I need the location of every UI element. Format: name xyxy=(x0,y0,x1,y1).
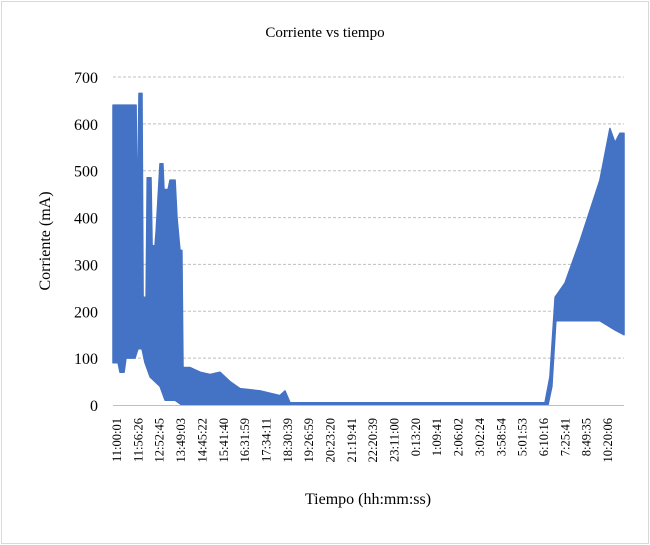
x-tick-label: 15:41:40 xyxy=(217,418,231,462)
y-tick-label: 0 xyxy=(90,398,98,415)
chart-title: Corriente vs tiempo xyxy=(265,25,384,41)
x-tick-label: 3:02:24 xyxy=(473,417,487,456)
x-tick-label: 13:49:03 xyxy=(174,418,188,462)
series-area xyxy=(112,92,625,406)
x-tick-label: 0:13:20 xyxy=(409,418,423,456)
x-tick-label: 23:11:00 xyxy=(388,418,402,462)
y-tick-label: 300 xyxy=(74,257,98,274)
x-tick-label: 11:00:01 xyxy=(110,418,124,462)
gridlines xyxy=(113,76,624,359)
x-tick-label: 22:20:39 xyxy=(366,418,380,462)
y-tick-label: 500 xyxy=(74,164,98,181)
y-tick-labels: 0 100 200 300 400 500 600 700 xyxy=(74,70,98,415)
x-tick-label: 19:26:59 xyxy=(302,418,316,462)
x-tick-labels: 11:00:01 11:56:26 12:52:45 13:49:03 14:45:22… xyxy=(110,417,615,462)
x-tick-label: 11:56:26 xyxy=(131,418,145,462)
x-tick-label: 14:45:22 xyxy=(195,418,209,462)
x-tick-label: 6:10:16 xyxy=(537,418,551,456)
x-tick-label: 2:06:02 xyxy=(452,418,466,456)
x-tick-label: 17:34:11 xyxy=(259,418,273,462)
x-axis-label: Tiempo (hh:mm:ss) xyxy=(305,491,431,508)
x-tick-label: 1:09:41 xyxy=(430,418,444,456)
x-tick-label: 5:01:53 xyxy=(516,418,530,456)
y-tick-label: 700 xyxy=(74,70,98,87)
x-tick-label: 3:58:54 xyxy=(494,417,508,456)
x-tick-label: 7:25:41 xyxy=(558,418,572,456)
y-tick-label: 400 xyxy=(74,211,98,228)
series-group xyxy=(112,92,625,406)
y-tick-label: 600 xyxy=(74,117,98,134)
x-tick-label: 10:20:06 xyxy=(601,418,615,462)
x-tick-label: 18:30:39 xyxy=(281,418,295,462)
x-tick-label: 12:52:45 xyxy=(153,418,167,462)
x-tick-label: 20:23:20 xyxy=(324,418,338,462)
x-tick-label: 21:19:41 xyxy=(345,418,359,462)
y-axis-label: Corriente (mA) xyxy=(37,191,54,290)
y-tick-label: 200 xyxy=(74,304,98,321)
x-tick-label: 8:49:35 xyxy=(580,418,594,456)
y-tick-label: 100 xyxy=(74,351,98,368)
x-tick-label: 16:31:59 xyxy=(238,418,252,462)
